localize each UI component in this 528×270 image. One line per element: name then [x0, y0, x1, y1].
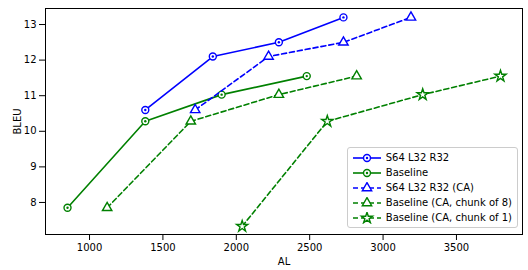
svg-text:12: 12: [24, 54, 37, 65]
svg-text:11: 11: [24, 90, 37, 101]
html-text:Baseline (CA, chunk of 8): Baseline (CA, chunk of 8): [385, 197, 512, 208]
html-text:Baseline: Baseline: [385, 167, 429, 178]
svg-text:9: 9: [30, 161, 36, 172]
html-text:S64 L32 R32 (CA): S64 L32 R32 (CA): [385, 182, 474, 193]
svg-text:3500: 3500: [444, 242, 469, 253]
svg-text:AL: AL: [278, 256, 291, 267]
svg-text:BLEU: BLEU: [12, 108, 23, 134]
svg-text:1500: 1500: [150, 242, 175, 253]
html-text:S64 L32 R32: S64 L32 R32: [385, 152, 450, 163]
svg-text:2500: 2500: [297, 242, 322, 253]
svg-text:8: 8: [30, 197, 36, 208]
svg-text:10: 10: [24, 125, 37, 136]
svg-text:2000: 2000: [224, 242, 249, 253]
svg-text:3000: 3000: [370, 242, 395, 253]
svg-text:1000: 1000: [77, 242, 102, 253]
html-text:Baseline (CA, chunk of 1): Baseline (CA, chunk of 1): [385, 212, 512, 223]
svg-text:13: 13: [24, 19, 37, 30]
